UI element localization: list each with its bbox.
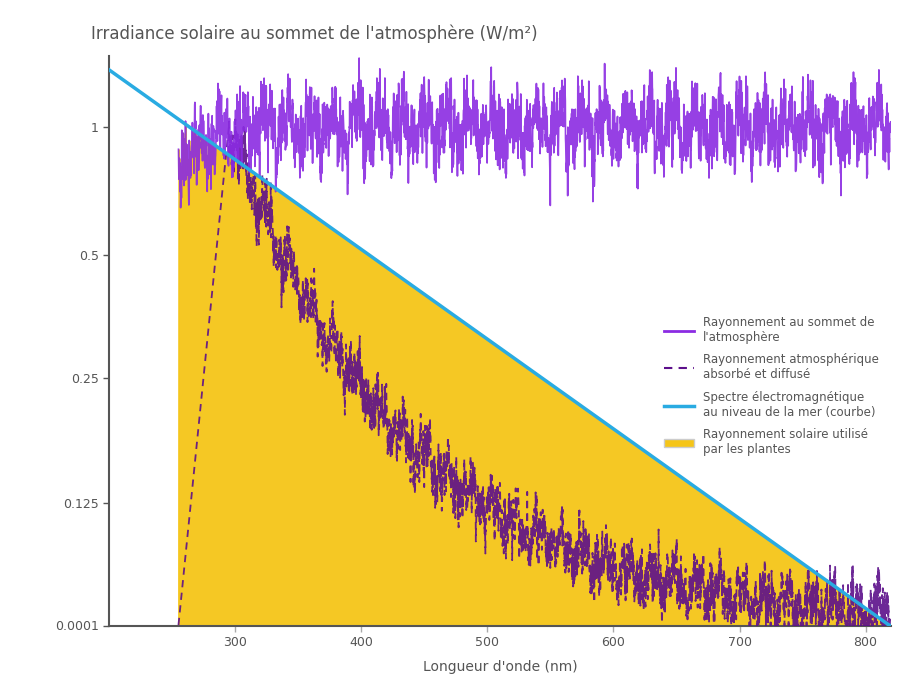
Legend: Rayonnement au sommet de
l'atmosphère, Rayonnement atmosphérique
absorbé et diff: Rayonnement au sommet de l'atmosphère, R… (658, 310, 885, 462)
Text: Irradiance solaire au sommet de l'atmosphère (W/m²): Irradiance solaire au sommet de l'atmosp… (91, 24, 537, 43)
X-axis label: Longueur d'onde (nm): Longueur d'onde (nm) (423, 660, 577, 674)
